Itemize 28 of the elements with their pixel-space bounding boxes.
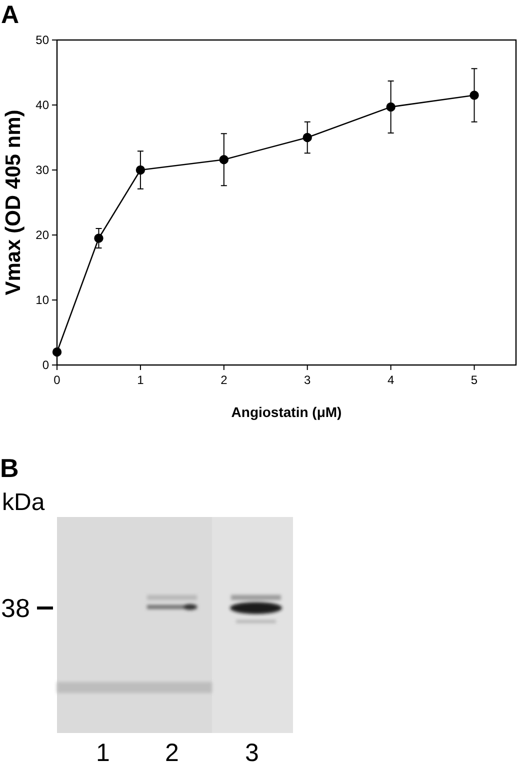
text: B (0, 453, 19, 483)
y-axis-title: Vmax (OD 405 nm) (2, 110, 25, 296)
x-tick-label: 0 (54, 373, 61, 387)
y-tick-label: 20 (36, 228, 50, 242)
point (52, 347, 62, 357)
point (219, 155, 229, 164)
point (94, 234, 104, 243)
x-axis-title: Angiostatin (μM) (231, 404, 342, 420)
x-tick-label: 5 (470, 373, 478, 387)
point (386, 102, 396, 112)
x-tick-label: 2 (220, 373, 228, 387)
point (470, 90, 479, 100)
y-tick-label: 30 (36, 163, 50, 178)
text: 1 (96, 739, 110, 765)
chart-title: A (1, 1, 20, 29)
x-tick-label: 4 (387, 373, 394, 387)
y-tick-label: 0 (42, 358, 50, 372)
y-tick-label: 10 (36, 293, 50, 308)
y-tick-label: 40 (36, 98, 50, 112)
text: 2 (165, 739, 179, 765)
text: 3 (245, 739, 259, 765)
y-tick-label: 50 (36, 33, 50, 48)
point (302, 132, 312, 142)
x-tick-label: 1 (137, 373, 144, 387)
point (136, 165, 146, 175)
x-tick-label: 3 (304, 373, 312, 387)
text: kDa (2, 489, 46, 516)
text: 38 (1, 593, 30, 623)
